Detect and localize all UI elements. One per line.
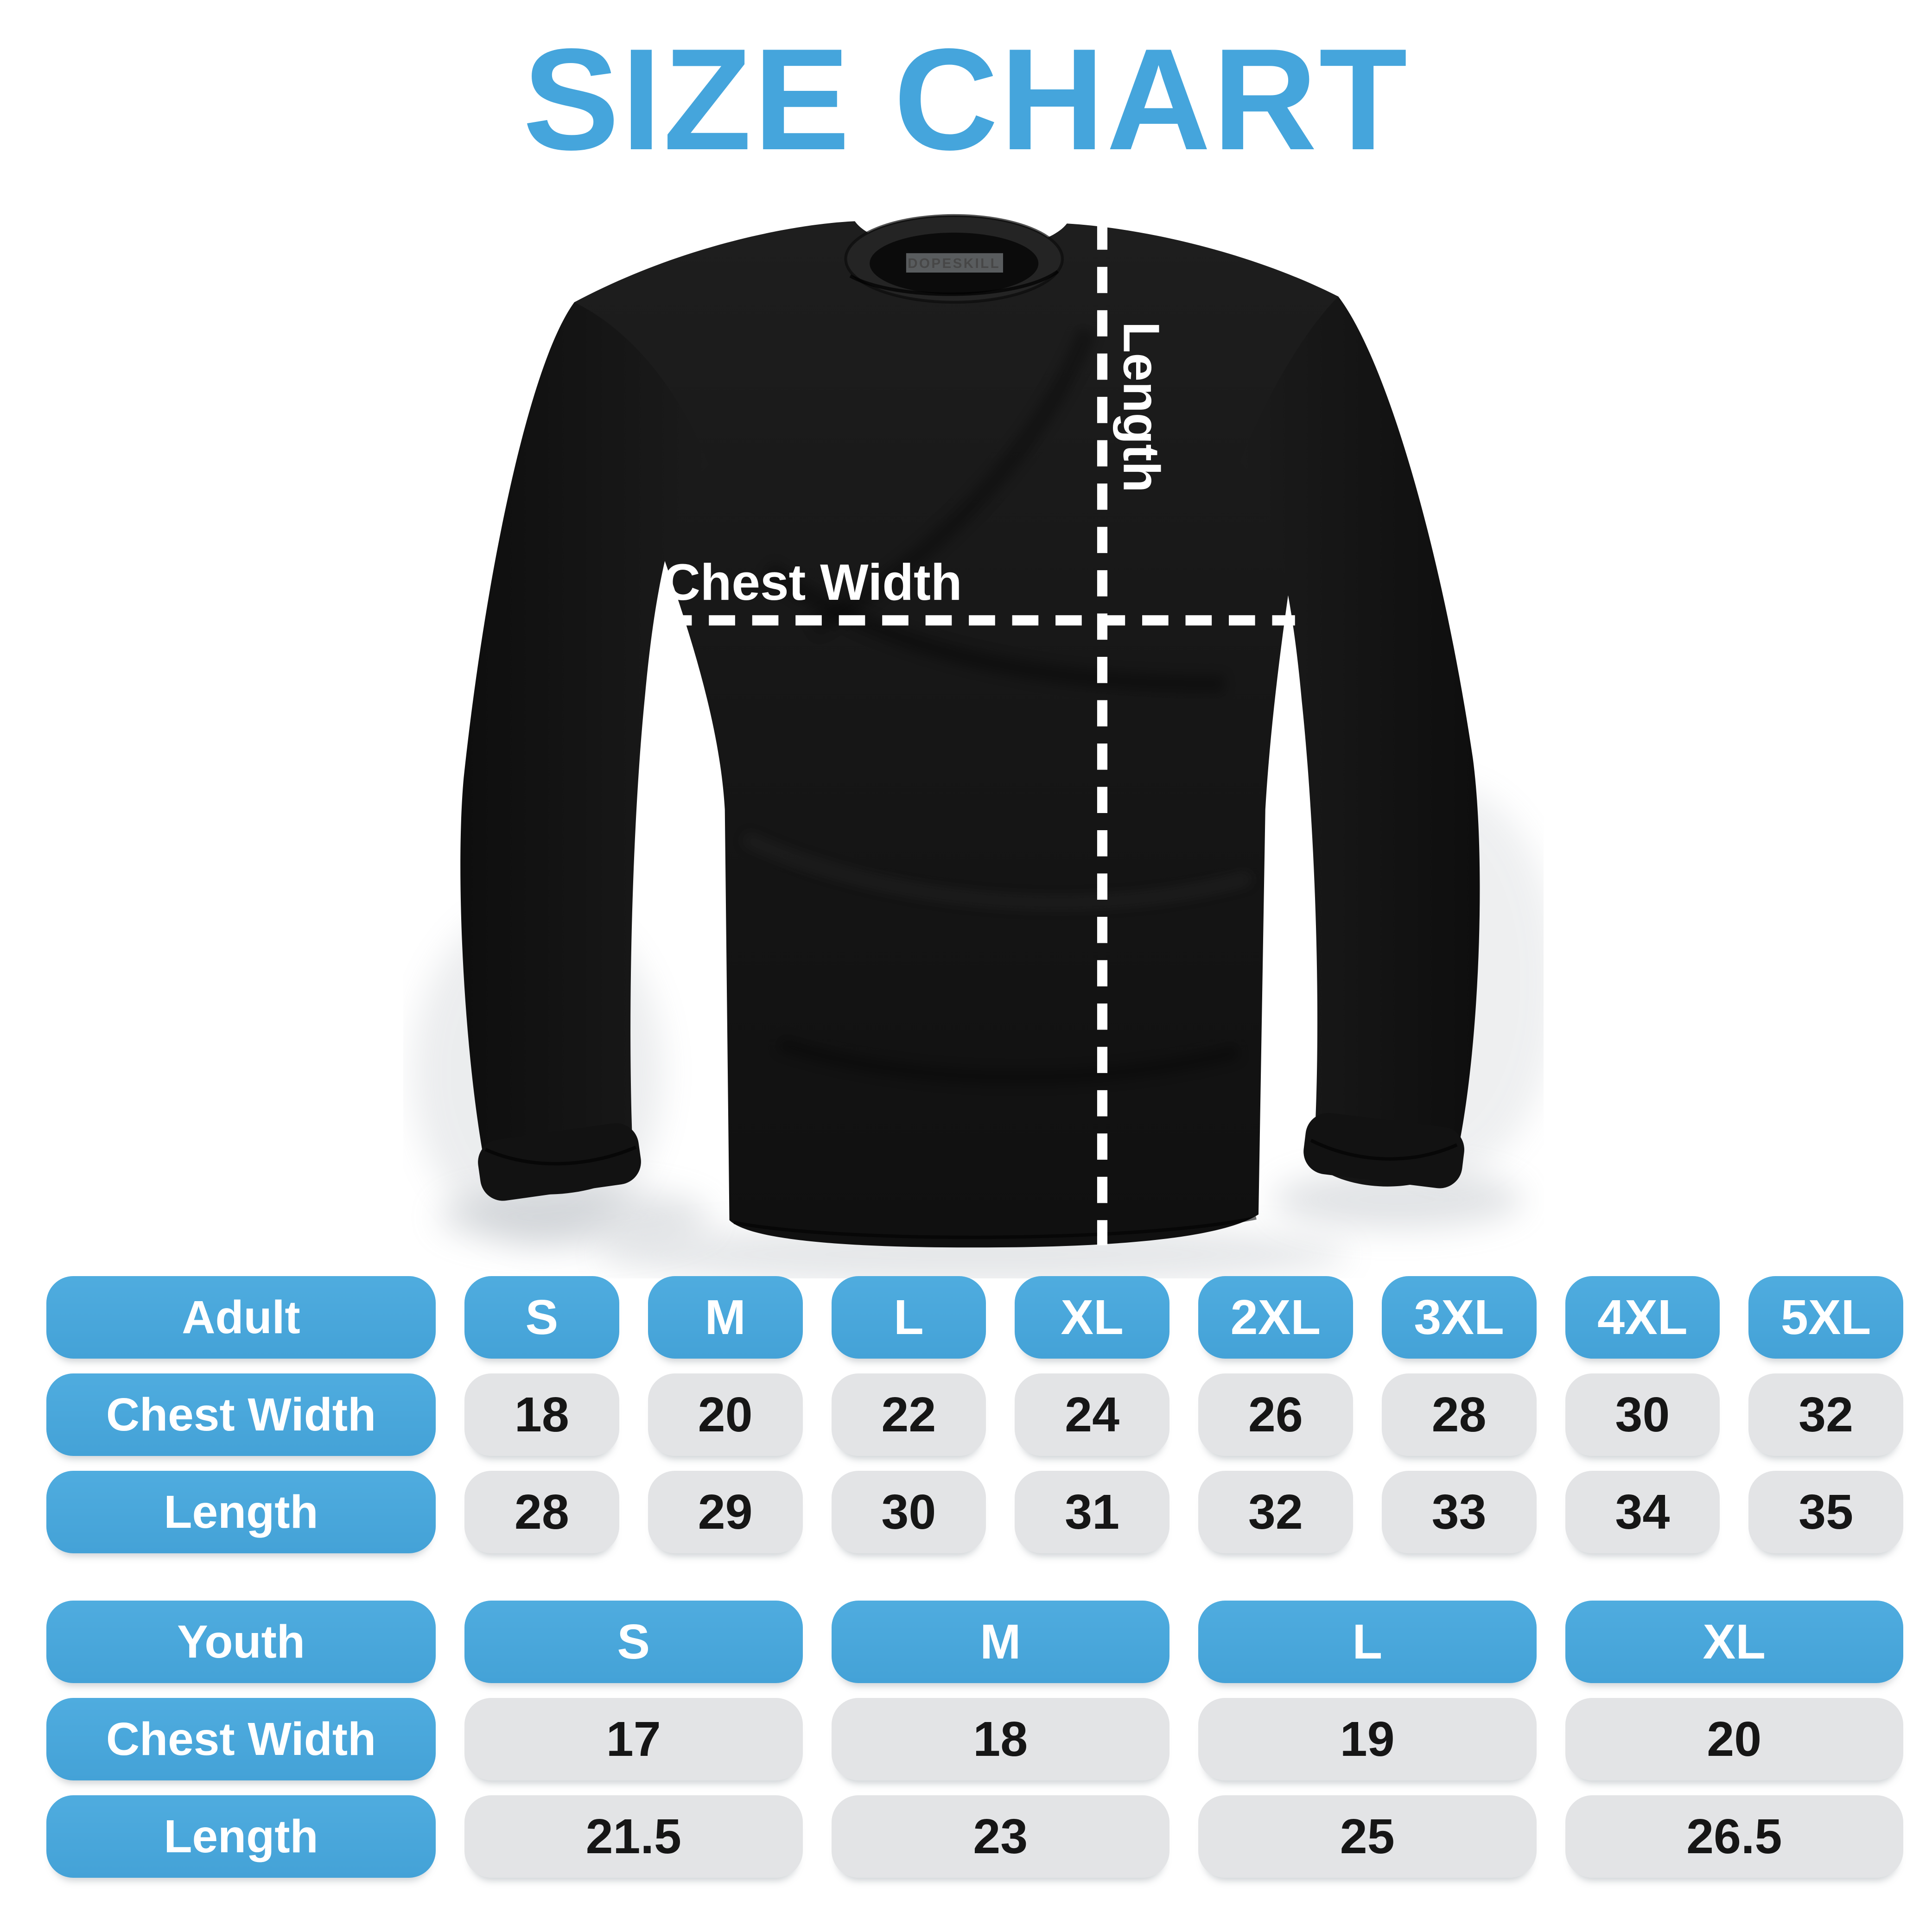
youth-length-row: Length 21.5 23 25 26.5 xyxy=(46,1795,1903,1878)
youth-group-label: Youth xyxy=(46,1601,436,1683)
adult-size-s: S xyxy=(464,1276,619,1359)
value-cell: 17 xyxy=(464,1698,803,1780)
adult-header-row: Adult S M L XL 2XL 3XL 4XL 5XL xyxy=(46,1276,1903,1359)
adult-size-xl: XL xyxy=(1015,1276,1169,1359)
brand-tag: DOPESKILL xyxy=(906,253,1003,273)
adult-size-2xl: 2XL xyxy=(1198,1276,1353,1359)
adult-size-4xl: 4XL xyxy=(1565,1276,1720,1359)
chest-width-guide-label: Chest Width xyxy=(663,554,962,611)
shirt-image: DOPESKILL Chest Width Length xyxy=(412,214,1544,1278)
value-cell: 29 xyxy=(648,1471,803,1553)
value-cell: 28 xyxy=(1381,1373,1537,1456)
value-cell: 32 xyxy=(1748,1373,1903,1456)
adult-length-row: Length 28 29 30 31 32 33 34 35 xyxy=(46,1471,1903,1553)
youth-header-row: Youth S M L XL xyxy=(46,1601,1903,1683)
value-cell: 22 xyxy=(831,1373,986,1456)
youth-chest-width-label: Chest Width xyxy=(46,1698,436,1780)
value-cell: 18 xyxy=(831,1698,1169,1780)
value-cell: 21.5 xyxy=(464,1795,803,1878)
value-cell: 35 xyxy=(1748,1471,1903,1553)
value-cell: 30 xyxy=(831,1471,986,1553)
value-cell: 30 xyxy=(1565,1373,1720,1456)
youth-length-label: Length xyxy=(46,1795,436,1878)
shirt-sleeve-left xyxy=(460,302,709,1195)
adult-size-m: M xyxy=(648,1276,803,1359)
value-cell: 23 xyxy=(831,1795,1169,1878)
value-cell: 28 xyxy=(464,1471,619,1553)
adult-size-l: L xyxy=(831,1276,986,1359)
adult-chest-width-row: Chest Width 18 20 22 24 26 28 30 32 xyxy=(46,1373,1903,1456)
shirt-sleeve-right xyxy=(1240,296,1480,1187)
youth-size-m: M xyxy=(831,1601,1169,1683)
value-cell: 20 xyxy=(648,1373,803,1456)
value-cell: 32 xyxy=(1198,1471,1353,1553)
youth-chest-width-row: Chest Width 17 18 19 20 xyxy=(46,1698,1903,1780)
adult-size-5xl: 5XL xyxy=(1748,1276,1903,1359)
youth-size-xl: XL xyxy=(1565,1601,1903,1683)
shirt-cuffs xyxy=(478,1112,1464,1201)
value-cell: 33 xyxy=(1381,1471,1537,1553)
youth-size-l: L xyxy=(1198,1601,1537,1683)
value-cell: 26 xyxy=(1198,1373,1353,1456)
shirt-wrinkles xyxy=(733,327,1257,1239)
adult-size-3xl: 3XL xyxy=(1381,1276,1537,1359)
value-cell: 19 xyxy=(1198,1698,1537,1780)
value-cell: 31 xyxy=(1015,1471,1169,1553)
value-cell: 24 xyxy=(1015,1373,1169,1456)
page-title: SIZE CHART xyxy=(523,19,1409,180)
value-cell: 26.5 xyxy=(1565,1795,1903,1878)
value-cell: 25 xyxy=(1198,1795,1537,1878)
shirt-body xyxy=(574,221,1339,1248)
value-cell: 20 xyxy=(1565,1698,1903,1780)
value-cell: 18 xyxy=(464,1373,619,1456)
value-cell: 34 xyxy=(1565,1471,1720,1553)
youth-size-s: S xyxy=(464,1601,803,1683)
adult-length-label: Length xyxy=(46,1471,436,1553)
adult-chest-width-label: Chest Width xyxy=(46,1373,436,1456)
adult-group-label: Adult xyxy=(46,1276,436,1359)
brand-tag-label: DOPESKILL xyxy=(908,256,1000,271)
length-guide-label: Length xyxy=(1113,322,1170,493)
